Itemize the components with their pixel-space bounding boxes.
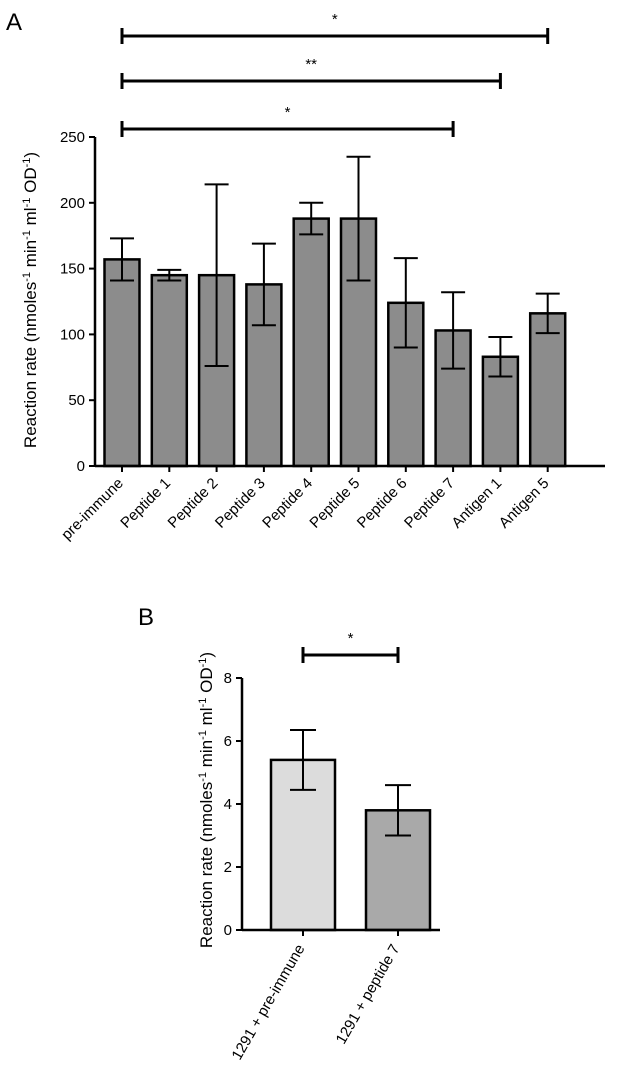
y-tick-label-a-100: 100 — [60, 326, 85, 343]
x-tick-label-a-pre-immune: pre-immune — [58, 475, 127, 544]
axis-title-superscript: -1 — [21, 272, 33, 282]
y-tick-label-a-50: 50 — [68, 392, 85, 409]
y-tick-label-a-0: 0 — [77, 458, 85, 475]
sig-label-a-1: * — [332, 11, 338, 28]
y-tick-label-a-150: 150 — [60, 261, 85, 278]
axis-title-segment: ) — [21, 152, 40, 158]
axis-title-segment: min — [197, 740, 216, 772]
axis-title-superscript: -1 — [197, 730, 209, 740]
x-tick-label-a-peptide-5: Peptide 5 — [306, 475, 363, 532]
bar-a-antigen-5 — [528, 312, 567, 468]
x-tick-label-a-peptide-3: Peptide 3 — [212, 475, 269, 532]
axis-title-segment: OD — [197, 667, 216, 697]
bar-a-pre-immune — [103, 258, 141, 468]
y-tick-label-b-4: 4 — [224, 796, 232, 813]
axis-title-superscript: -1 — [21, 198, 33, 208]
sig-label-a-3: * — [285, 104, 291, 121]
x-tick-label-a-antigen-1: Antigen 1 — [448, 475, 505, 532]
axis-title-superscript: -1 — [197, 698, 209, 708]
y-tick-label-b-8: 8 — [224, 670, 232, 687]
y-tick-label-b-0: 0 — [224, 922, 232, 939]
x-tick-label-a-peptide-1: Peptide 1 — [117, 475, 174, 532]
axis-title-segment: ml — [197, 707, 216, 730]
axis-title-segment: min — [21, 240, 40, 272]
x-tick-label-a-peptide-4: Peptide 4 — [259, 475, 316, 532]
sig-label-b-1: * — [348, 630, 354, 647]
panel-a-letter: A — [6, 9, 22, 36]
panel-b-letter: B — [138, 604, 154, 631]
sig-label-a-2: ** — [305, 56, 317, 73]
axis-title-superscript: -1 — [21, 230, 33, 240]
axis-title-superscript: -1 — [21, 158, 33, 168]
bar-a-peptide-4 — [292, 217, 330, 468]
y-tick-label-a-250: 250 — [60, 129, 85, 146]
x-tick-label-a-antigen-5: Antigen 5 — [496, 475, 553, 532]
x-tick-label-a-peptide-6: Peptide 6 — [354, 475, 411, 532]
axis-title-segment: ml — [21, 207, 40, 230]
y-tick-label-a-200: 200 — [60, 195, 85, 212]
axis-title-segment: ) — [197, 652, 216, 658]
y-tick-label-b-2: 2 — [224, 859, 232, 876]
x-tick-label-b-1291-peptide-7: 1291 + peptide 7 — [333, 942, 404, 1048]
axis-title-segment: Reaction rate (nmoles — [21, 282, 40, 448]
bar-a-peptide-1 — [150, 273, 189, 468]
y-tick-label-b-6: 6 — [224, 733, 232, 750]
x-tick-label-b-1291-pre-immune: 1291 + pre-immune — [228, 942, 308, 1064]
axis-title-superscript: -1 — [197, 658, 209, 668]
y-axis-title-a: Reaction rate (nmoles-1 min-1 ml-1 OD-1) — [21, 152, 40, 448]
x-tick-label-a-peptide-7: Peptide 7 — [401, 475, 458, 532]
axis-title-segment: Reaction rate (nmoles — [197, 782, 216, 948]
axis-title-segment: OD — [21, 167, 40, 197]
x-tick-label-a-peptide-2: Peptide 2 — [165, 475, 222, 532]
y-axis-title-b: Reaction rate (nmoles-1 min-1 ml-1 OD-1) — [197, 652, 216, 948]
axis-title-superscript: -1 — [197, 772, 209, 782]
